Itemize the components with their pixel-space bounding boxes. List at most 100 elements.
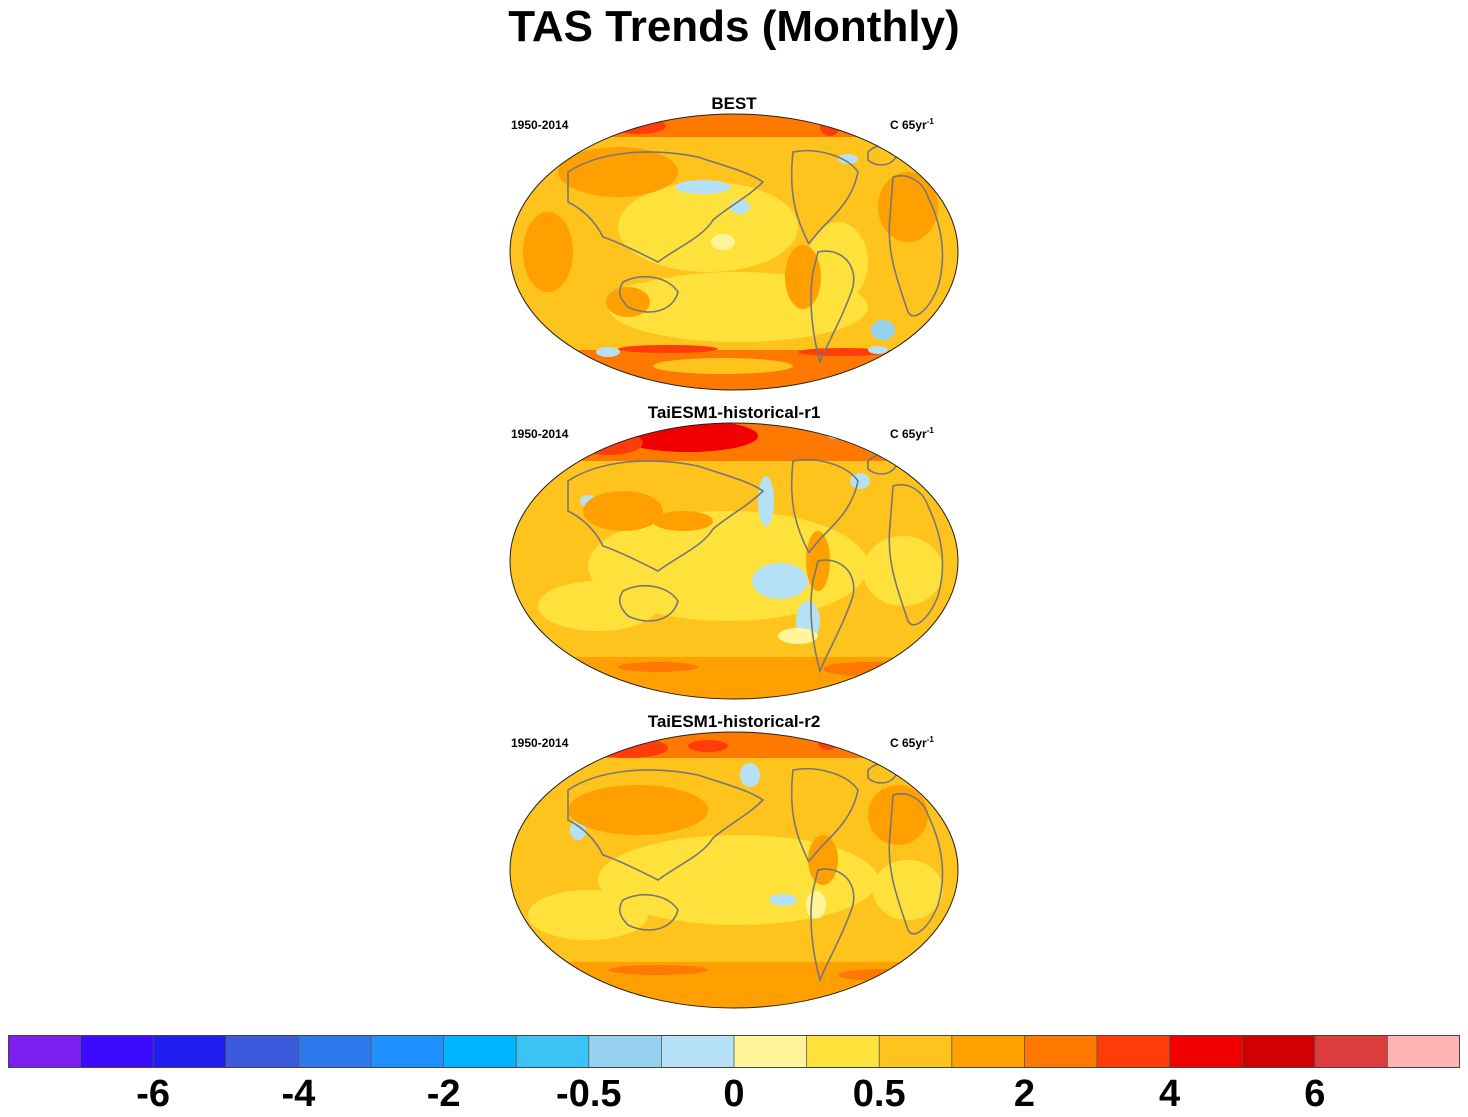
colorbar-swatch xyxy=(370,1035,445,1068)
period-label: 1950-2014 xyxy=(511,736,569,750)
units-label: C 65yr-1 xyxy=(890,426,934,441)
contour-region xyxy=(688,740,728,752)
contour-region xyxy=(573,431,643,455)
contour-region xyxy=(610,118,666,134)
contour-region xyxy=(863,536,943,606)
contour-region xyxy=(868,346,888,354)
contour-region xyxy=(538,581,658,631)
colorbar-swatch xyxy=(1314,1035,1389,1068)
contour-region xyxy=(798,348,888,356)
coastline xyxy=(618,585,679,622)
contour-region xyxy=(608,965,708,975)
colorbar xyxy=(8,1035,1460,1068)
contour-region xyxy=(740,763,760,787)
contour-region xyxy=(653,358,793,374)
map-best xyxy=(509,113,959,391)
panel-title-best: BEST xyxy=(711,94,757,113)
figure-title: TAS Trends (Monthly) xyxy=(508,2,960,51)
map-outline xyxy=(509,113,959,391)
colorbar-swatch xyxy=(878,1035,953,1068)
panel-title-taiesm1-r1: TaiESM1-historical-r1 xyxy=(647,403,821,422)
colorbar-swatch xyxy=(806,1035,880,1068)
colorbar-swatch xyxy=(225,1035,300,1068)
map-outline xyxy=(509,731,959,1009)
colorbar-tick-label: 0 xyxy=(723,1073,745,1115)
contour-region xyxy=(618,345,718,353)
contour-region xyxy=(510,114,958,137)
contour-region xyxy=(823,662,913,676)
colorbar-swatch xyxy=(80,1035,154,1068)
contour-region xyxy=(871,320,895,340)
colorbar-tick-label: 0.5 xyxy=(852,1073,906,1115)
map-taiesm1-r2 xyxy=(509,731,959,1009)
contour-region xyxy=(528,890,648,940)
contour-region xyxy=(873,860,943,920)
contour-region xyxy=(730,200,750,214)
contour-region xyxy=(523,212,573,292)
contour-region xyxy=(558,147,678,197)
colorbar-swatch xyxy=(1241,1035,1316,1068)
map-outline xyxy=(509,422,959,700)
colorbar-swatch xyxy=(1169,1035,1243,1068)
colorbar-tick-label: 2 xyxy=(1013,1073,1035,1115)
colorbar-tick-label: -2 xyxy=(426,1073,461,1115)
colorbar-swatch xyxy=(443,1035,517,1068)
colorbar-swatch xyxy=(1387,1035,1460,1068)
period-label: 1950-2014 xyxy=(511,427,569,441)
contour-region xyxy=(653,511,713,531)
contour-region xyxy=(806,891,826,919)
coastline xyxy=(567,151,765,263)
coastline xyxy=(810,868,855,983)
colorbar-swatch xyxy=(1096,1035,1171,1068)
contour-region xyxy=(510,962,958,1008)
coastline xyxy=(810,559,855,674)
contour-region xyxy=(596,347,620,357)
coastline xyxy=(888,484,944,626)
period-label: 1950-2014 xyxy=(511,118,569,132)
contour-region xyxy=(820,116,840,136)
contour-region xyxy=(808,835,838,885)
contour-region xyxy=(818,734,838,750)
colorbar-tick-label: 6 xyxy=(1304,1073,1326,1115)
contour-region xyxy=(769,894,797,906)
contour-region xyxy=(711,234,735,250)
contour-region xyxy=(675,180,731,194)
colorbar-tick-label: -6 xyxy=(136,1073,171,1115)
contour-region xyxy=(510,732,958,758)
contour-region xyxy=(878,172,938,242)
coastline xyxy=(567,769,765,881)
contour-region xyxy=(838,969,918,981)
contour-region xyxy=(510,657,958,699)
colorbar-swatch xyxy=(8,1035,82,1068)
contour-region xyxy=(785,245,821,309)
colorbar-tick-label: -4 xyxy=(281,1073,316,1115)
coastline xyxy=(790,149,859,245)
coastline xyxy=(618,894,679,931)
contour-region xyxy=(778,628,818,644)
coastline xyxy=(810,250,855,365)
colorbar-swatch xyxy=(733,1035,808,1068)
contour-region xyxy=(758,476,774,526)
colorbar-tick-label: 4 xyxy=(1159,1073,1181,1115)
contour-region xyxy=(752,563,808,599)
panel-title-taiesm1-r2: TaiESM1-historical-r2 xyxy=(647,712,821,731)
coastline xyxy=(888,175,944,317)
contour-region xyxy=(826,427,846,439)
contour-region xyxy=(868,785,928,845)
colorbar-swatch xyxy=(515,1035,590,1068)
colorbar-swatch xyxy=(297,1035,372,1068)
colorbar-swatch xyxy=(1024,1035,1098,1068)
colorbar-swatch xyxy=(661,1035,735,1068)
map-taiesm1-r1 xyxy=(509,422,959,700)
contour-region xyxy=(568,785,708,835)
contour-region xyxy=(606,287,650,317)
colorbar-swatch xyxy=(951,1035,1026,1068)
coastline xyxy=(888,793,944,935)
contour-region xyxy=(618,662,698,672)
colorbar-tick-label: -0.5 xyxy=(556,1073,622,1115)
colorbar-swatch xyxy=(588,1035,663,1068)
coastline xyxy=(567,460,765,572)
units-label: C 65yr-1 xyxy=(890,735,934,750)
contour-region xyxy=(838,154,858,164)
units-label: C 65yr-1 xyxy=(890,117,934,132)
